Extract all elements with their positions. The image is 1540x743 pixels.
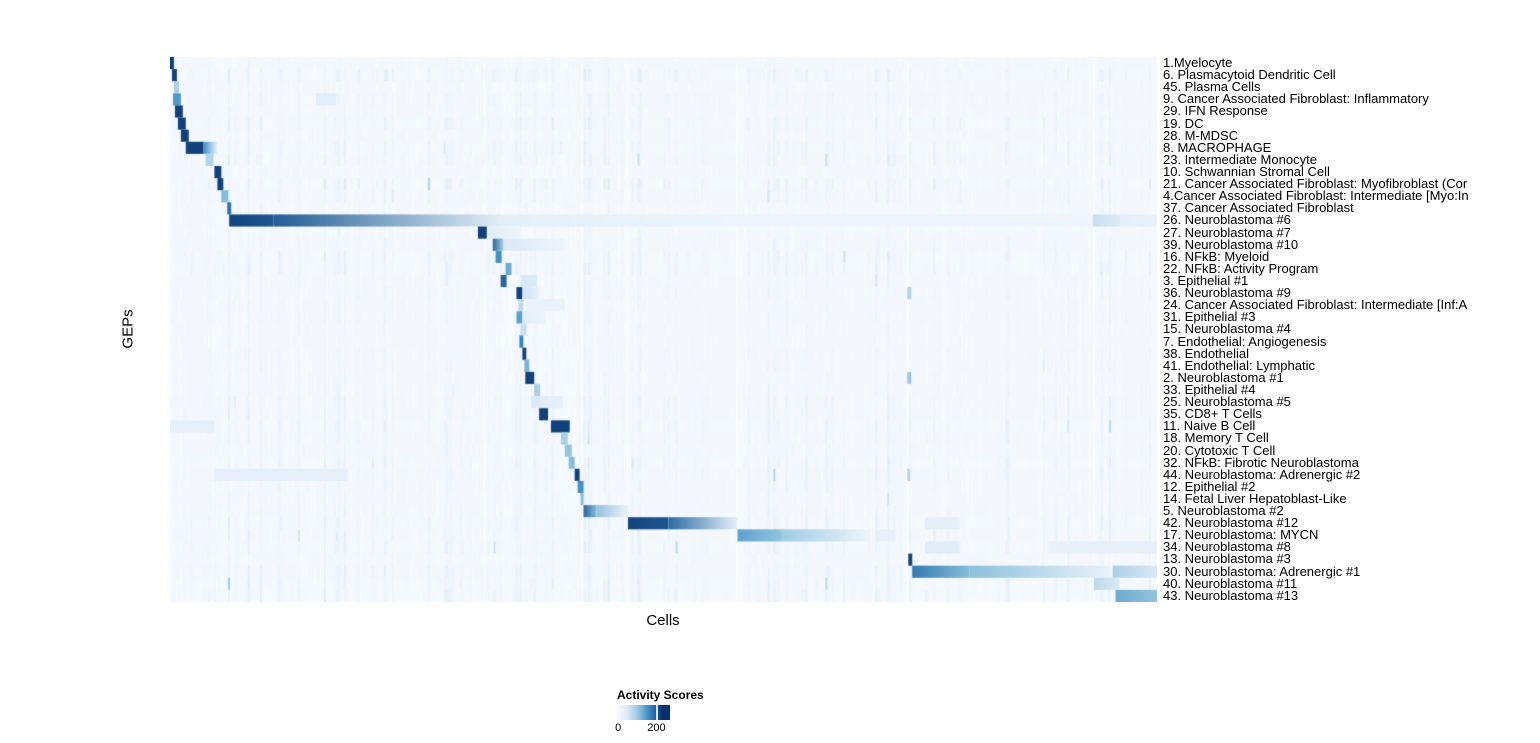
gep-label: 16. NFkB: Myeloid (1163, 248, 1270, 264)
gep-label: 32. NFkB: Fibrotic Neuroblastoma (1163, 454, 1359, 470)
gep-label: 13. Neuroblastoma #3 (1163, 551, 1291, 567)
gep-label: 12. Epithelial #2 (1163, 478, 1256, 494)
activity-scores-legend: Activity Scores 0 200 (615, 688, 737, 736)
gep-label: 25. Neuroblastoma #5 (1163, 394, 1291, 410)
gep-label: 35. CD8+ T Cells (1163, 406, 1262, 422)
gep-label: 15. Neuroblastoma #4 (1163, 321, 1291, 337)
gep-label: 9. Cancer Associated Fibroblast: Inflamm… (1163, 91, 1429, 107)
gep-label: 34. Neuroblastoma #8 (1163, 539, 1291, 555)
y-axis-label: GEPs (119, 309, 137, 349)
gep-label: 26. Neuroblastoma #6 (1163, 212, 1291, 228)
gep-label: 2. Neuroblastoma #1 (1163, 369, 1284, 385)
gep-label: 29. IFN Response (1163, 103, 1268, 119)
gep-label: 7. Endothelial: Angiogenesis (1163, 333, 1327, 349)
gep-label: 31. Epithelial #3 (1163, 309, 1256, 325)
legend-tick-0: 0 (615, 722, 622, 734)
gep-label: 42. Neuroblastoma #12 (1163, 515, 1299, 531)
gep-label: 27. Neuroblastoma #7 (1163, 224, 1291, 240)
heatmap-canvas (170, 57, 1157, 602)
gep-label: 14. Fetal Liver Hepatoblast-Like (1163, 490, 1347, 506)
gep-label: 20. Cytotoxic T Cell (1163, 442, 1276, 458)
gep-label: 23. Intermediate Monocyte (1163, 151, 1317, 167)
gep-label: 33. Epithelial #4 (1163, 381, 1256, 397)
legend-title: Activity Scores (617, 688, 704, 702)
gep-label: 22. NFkB: Activity Program (1163, 260, 1319, 276)
gep-label: 24. Cancer Associated Fibroblast: Interm… (1163, 297, 1468, 313)
gep-label: 44. Neuroblastoma: Adrenergic #2 (1163, 466, 1361, 482)
gep-label: 3. Epithelial #1 (1163, 272, 1249, 288)
gep-label: 43. Neuroblastoma #13 (1163, 587, 1299, 603)
gep-label: 10. Schwannian Stromal Cell (1163, 163, 1330, 179)
gep-label: 6. Plasmacytoid Dendritic Cell (1163, 67, 1336, 83)
gep-label: 18. Memory T Cell (1163, 430, 1269, 446)
gep-label: 40. Neuroblastoma #11 (1163, 575, 1298, 591)
gep-label: 37. Cancer Associated Fibroblast (1163, 200, 1354, 216)
gep-label: 4.Cancer Associated Fibroblast: Intermed… (1163, 188, 1469, 204)
gep-label: 1.Myelocyte (1163, 55, 1233, 70)
gep-label: 38. Endothelial (1163, 345, 1250, 361)
legend-tick-200: 200 (647, 722, 666, 734)
gep-label: 11. Naive B Cell (1163, 418, 1256, 434)
gep-label: 21. Cancer Associated Fibroblast: Myofib… (1163, 176, 1468, 192)
gep-label: 8. MACROPHAGE (1163, 139, 1272, 155)
x-axis-label: Cells (646, 612, 680, 629)
gep-label: 30. Neuroblastoma: Adrenergic #1 (1163, 563, 1361, 579)
gep-label: 17. Neuroblastoma: MYCN (1163, 527, 1319, 543)
gep-row-labels: 1.Myelocyte 6. Plasmacytoid Dendritic Cel… (1163, 55, 1540, 603)
gep-label: 19. DC (1163, 115, 1204, 131)
gep-label: 41. Endothelial: Lymphatic (1163, 357, 1316, 373)
legend-gradient-bar (617, 705, 670, 720)
gep-label: 45. Plasma Cells (1163, 79, 1261, 95)
legend-tick-200-mark (656, 705, 659, 720)
gep-label: 28. M-MDSC (1163, 127, 1239, 143)
gep-label: 5. Neuroblastoma #2 (1163, 503, 1284, 519)
gep-label: 36. Neuroblastoma #9 (1163, 285, 1291, 301)
legend-tick-labels: 0 200 (615, 722, 670, 736)
gep-label: 39. Neuroblastoma #10 (1163, 236, 1299, 252)
